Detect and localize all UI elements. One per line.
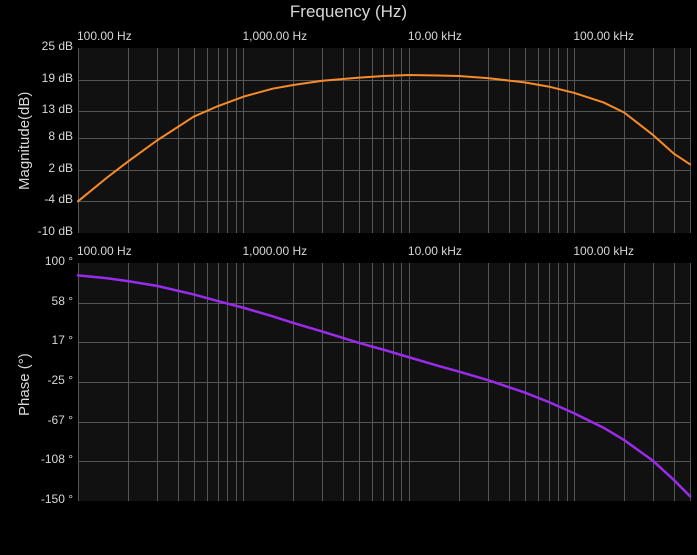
- yaxis-tick-label: -4 dB: [44, 192, 73, 206]
- yaxis-tick-label: 8 dB: [48, 129, 73, 143]
- yaxis-tick-label: -67 °: [48, 413, 73, 427]
- xaxis-tick-label: 100.00 kHz: [573, 29, 634, 43]
- magnitude-trace: [78, 48, 690, 233]
- yaxis-tick-label: -150 °: [41, 492, 73, 506]
- xaxis-tick-label: 1,000.00 Hz: [242, 244, 307, 258]
- magnitude-plot-area: [77, 47, 691, 234]
- yaxis-tick-label: 58 °: [52, 294, 73, 308]
- magnitude-ylabel: Magnitude(dB): [16, 91, 33, 189]
- phase-trace: [78, 263, 690, 501]
- xaxis-tick-label: 100.00 Hz: [77, 29, 132, 43]
- yaxis-tick-label: 100 °: [45, 254, 73, 268]
- yaxis-tick-label: 2 dB: [48, 161, 73, 175]
- xaxis-tick-label: 100.00 kHz: [573, 244, 634, 258]
- phase-ylabel: Phase (°): [16, 353, 33, 416]
- yaxis-tick-label: 13 dB: [42, 102, 73, 116]
- yaxis-tick-label: -108 °: [41, 452, 73, 466]
- yaxis-tick-label: -25 °: [48, 373, 73, 387]
- chart-title: Frequency (Hz): [0, 2, 697, 22]
- xaxis-tick-label: 10.00 kHz: [408, 244, 462, 258]
- yaxis-tick-label: 25 dB: [42, 39, 73, 53]
- xaxis-tick-label: 1,000.00 Hz: [242, 29, 307, 43]
- yaxis-tick-label: 17 °: [52, 333, 73, 347]
- phase-plot-area: [77, 262, 691, 502]
- xaxis-tick-label: 100.00 Hz: [77, 244, 132, 258]
- yaxis-tick-label: -10 dB: [38, 224, 73, 238]
- yaxis-tick-label: 19 dB: [42, 71, 73, 85]
- xaxis-tick-label: 10.00 kHz: [408, 29, 462, 43]
